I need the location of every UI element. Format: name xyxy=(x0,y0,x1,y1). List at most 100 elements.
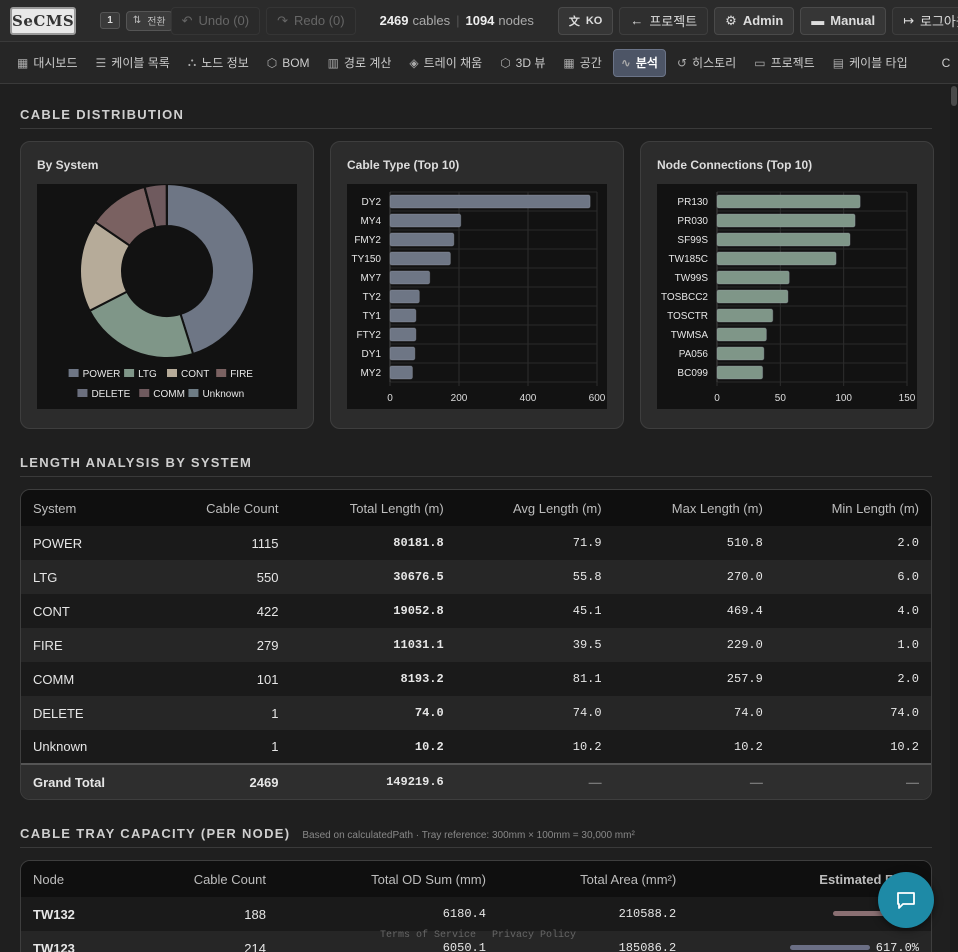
column-header[interactable]: Avg Length (m) xyxy=(455,490,614,526)
admin-button[interactable]: ⚙ Admin xyxy=(714,6,795,35)
nav-item-6[interactable]: ⬡ 3D 뷰 xyxy=(493,49,552,77)
bar-pr130[interactable] xyxy=(716,194,861,209)
bar-my4[interactable] xyxy=(389,213,462,228)
scrollbar-track[interactable] xyxy=(950,85,958,952)
nav-item-3[interactable]: ⬡ BOM xyxy=(260,49,317,77)
bar-tosbcc2[interactable] xyxy=(716,289,789,304)
table-cell: 2.0 xyxy=(774,662,931,696)
app-logo[interactable]: SeCMS xyxy=(10,6,77,35)
table-cell: 10.2 xyxy=(290,730,456,764)
table-row[interactable]: LTG 550 30676.5 55.8 270.0 6.0 xyxy=(21,560,931,594)
bar-sf99s[interactable] xyxy=(716,232,851,247)
redo-button[interactable]: ↷ Redo (0) xyxy=(266,6,356,35)
table-cell: 10.2 xyxy=(455,730,614,764)
nav-item-11[interactable]: ▤ 케이블 타입 xyxy=(826,49,915,77)
table-cell: 510.8 xyxy=(613,526,775,560)
table-cell: 1 xyxy=(155,730,291,764)
column-header[interactable]: System xyxy=(21,490,156,526)
legend-label: CONT xyxy=(181,369,209,380)
x-tick-label: 0 xyxy=(714,393,720,404)
bar-ty1[interactable] xyxy=(389,308,417,323)
language-button[interactable]: 文 KO xyxy=(557,6,614,35)
pie-chart-svg: POWER LTG CONT FIRE DELETE COMM Unknown xyxy=(68,182,255,400)
bar-dy2[interactable] xyxy=(389,194,591,209)
arrow-left-icon: ← xyxy=(630,13,644,28)
pie-slice-power[interactable] xyxy=(166,182,255,356)
nav-item-4[interactable]: ▥ 경로 계산 xyxy=(321,49,399,77)
table-row[interactable]: TW132 188 6180.4 210588.2 xyxy=(21,897,931,931)
bar-tw99s[interactable] xyxy=(716,270,790,285)
bar-my2[interactable] xyxy=(389,365,413,380)
logout-icon: ↦ xyxy=(903,12,914,28)
bar-fty2[interactable] xyxy=(389,327,417,342)
chat-icon xyxy=(897,892,915,909)
table-cell: 55.8 xyxy=(455,560,614,594)
legend-label: COMM xyxy=(153,389,185,400)
nav-item-10[interactable]: ▭ 프로젝트 xyxy=(747,49,822,77)
bar-my7[interactable] xyxy=(389,270,431,285)
nav-item-1[interactable]: ☰ 케이블 목록 xyxy=(89,49,177,77)
nav-item-label: BOM xyxy=(282,55,310,70)
column-header[interactable]: Node xyxy=(21,861,126,897)
x-tick-label: 200 xyxy=(451,393,468,404)
table-cell: 188 xyxy=(125,897,278,931)
bar-fmy2[interactable] xyxy=(389,232,455,247)
table-icon: ▤ xyxy=(832,55,845,70)
column-header[interactable]: Cable Count xyxy=(125,861,278,897)
by-system-card: By System POWER LTG CONT FIRE DELETE COMM Unkn… xyxy=(20,141,314,429)
table-row[interactable]: Unknown 1 10.2 10.2 10.2 10.2 xyxy=(21,730,931,764)
nav-item-label: 프로젝트 xyxy=(770,56,815,70)
column-header[interactable]: Max Length (m) xyxy=(613,490,775,526)
nav-item-9[interactable]: ↺ 히스토리 xyxy=(670,49,743,77)
nav-item-8[interactable]: ∿ 분석 xyxy=(612,48,666,77)
bar-tw185c[interactable] xyxy=(716,251,837,266)
table-row[interactable]: FIRE 279 11031.1 39.5 229.0 1.0 xyxy=(21,628,931,662)
manual-button[interactable]: ▬ Manual xyxy=(800,6,887,35)
bar-dy1[interactable] xyxy=(389,346,416,361)
project-button[interactable]: ← 프로젝트 xyxy=(619,6,709,35)
y-tick-label: TOSBCC2 xyxy=(661,292,708,303)
bar-ty2[interactable] xyxy=(389,289,420,304)
nav-item-2[interactable]: ⛬ 노드 정보 xyxy=(181,49,256,77)
column-header[interactable]: Total Length (m) xyxy=(290,490,456,526)
translate-icon: 文 xyxy=(568,15,580,28)
bar-tosctr[interactable] xyxy=(716,308,774,323)
table-cell: 6180.4 xyxy=(277,897,498,931)
nav-item-12[interactable]: C xyxy=(935,49,958,77)
table-cell: Unknown xyxy=(21,730,156,764)
bar-bc099[interactable] xyxy=(716,365,764,380)
nav-item-5[interactable]: ◈ 트레이 채움 xyxy=(402,49,489,77)
column-header[interactable]: Total OD Sum (mm) xyxy=(277,861,498,897)
privacy-link[interactable]: Privacy Policy xyxy=(492,930,577,941)
redo-label: Redo (0) xyxy=(294,13,345,28)
table-row[interactable]: POWER 1115 80181.8 71.9 510.8 2.0 xyxy=(21,526,931,560)
legend-swatch xyxy=(139,389,150,397)
nav-item-0[interactable]: ▦ 대시보드 xyxy=(10,49,85,77)
switch-button[interactable]: ⇅ 전환 xyxy=(125,10,173,31)
scrollbar-thumb[interactable] xyxy=(951,86,957,106)
bar-twmsa[interactable] xyxy=(716,327,767,342)
table-row[interactable]: CONT 422 19052.8 45.1 469.4 4.0 xyxy=(21,594,931,628)
table-row[interactable]: TW123 214 6050.1 185086.2 617.0% xyxy=(21,931,931,952)
logout-button[interactable]: ↦ 로그아웃 xyxy=(892,6,958,35)
x-tick-label: 600 xyxy=(589,393,606,404)
bar-pa056[interactable] xyxy=(716,346,765,361)
column-header[interactable]: Total Area (mm²) xyxy=(497,861,689,897)
column-header[interactable]: Min Length (m) xyxy=(774,490,931,526)
chat-button[interactable] xyxy=(878,872,934,928)
bar-pr030[interactable] xyxy=(716,213,856,228)
terms-link[interactable]: Terms of Service xyxy=(380,930,477,941)
column-header[interactable]: Cable Count xyxy=(155,490,291,526)
undo-button[interactable]: ↶ Undo (0) xyxy=(170,6,261,35)
bar-ty150[interactable] xyxy=(389,251,451,266)
section-title-tray: CABLE TRAY CAPACITY (PER NODE) Based on … xyxy=(20,826,932,848)
footer: Terms of Service Privacy Policy xyxy=(380,930,576,941)
table-row[interactable]: COMM 101 8193.2 81.1 257.9 2.0 xyxy=(21,662,931,696)
cable-count: 2469 xyxy=(379,13,409,28)
y-tick-label: MY7 xyxy=(360,273,381,284)
cable-type-title: Cable Type (Top 10) xyxy=(347,158,460,172)
table-row[interactable]: DELETE 1 74.0 74.0 74.0 74.0 xyxy=(21,696,931,730)
nav-item-7[interactable]: ▦ 공간 xyxy=(556,49,608,77)
x-tick-label: 0 xyxy=(387,393,393,404)
list-icon: ☰ xyxy=(95,55,107,70)
